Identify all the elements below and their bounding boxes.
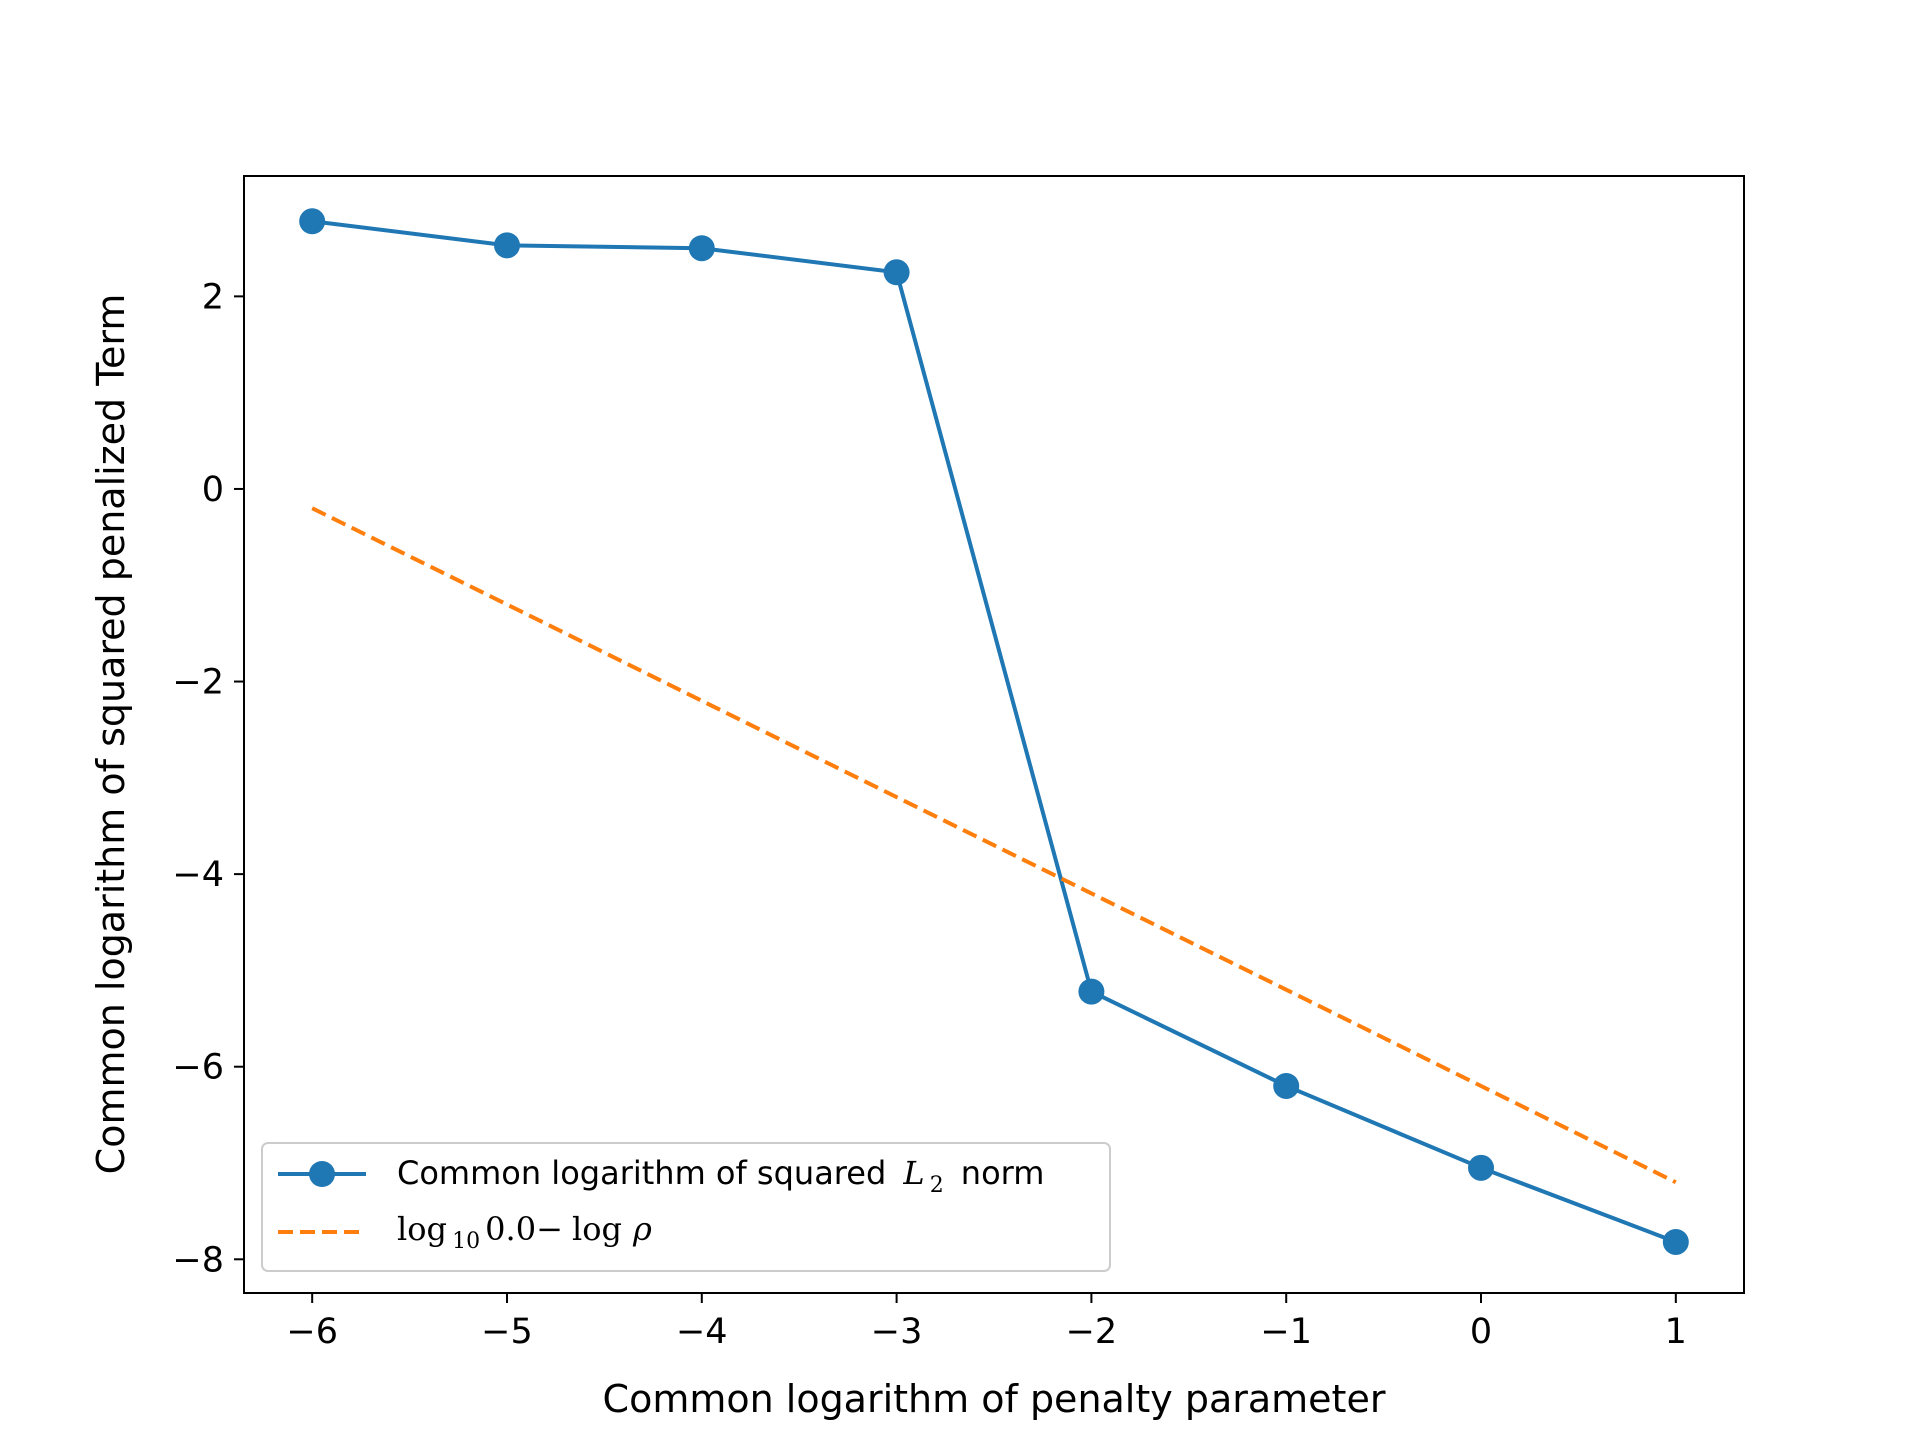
x-axis-ticks: −6 −5 −4 −3 −2 −1 0 1 (286, 1293, 1687, 1352)
x-tick-label: −3 (871, 1312, 923, 1352)
y-tick-label: 2 (202, 277, 224, 317)
legend-box (261, 1142, 1111, 1272)
x-tick-label: −4 (676, 1312, 728, 1352)
legend-label-series-1-text-after: norm (961, 1154, 1045, 1192)
y-tick-label: −2 (172, 663, 224, 703)
x-axis-label: Common logarithm of penalty parameter (603, 1377, 1386, 1421)
x-tick-label: 0 (1470, 1312, 1492, 1352)
legend-label-series-2-sub: 10 (452, 1229, 480, 1254)
legend-label-series-1-math: L (902, 1154, 924, 1192)
legend-label-series-2-rho: ρ (632, 1210, 652, 1248)
legend: Common logarithm of squared L 2 norm log… (261, 1142, 1111, 1272)
series-1-point (1468, 1154, 1495, 1181)
y-axis-ticks: 2 0 −2 −4 −6 −8 (172, 277, 244, 1280)
legend-label-series-1-sub: 2 (930, 1173, 944, 1198)
x-tick-label: −6 (286, 1312, 338, 1352)
series-1-point (493, 232, 520, 259)
y-tick-label: 0 (202, 470, 224, 510)
series-1-point (688, 235, 715, 262)
x-tick-label: −5 (481, 1312, 533, 1352)
legend-label-series-2-log: log (397, 1210, 447, 1248)
y-axis-label: Common logarithm of squared penalized Te… (89, 294, 133, 1175)
axes-frame (243, 175, 1745, 1294)
series-1-point (1078, 978, 1105, 1005)
y-tick-label: −8 (172, 1240, 224, 1280)
legend-label-series-2-log2: log (572, 1210, 622, 1248)
y-tick-label: −4 (172, 855, 224, 895)
legend-swatch-series-1-marker (309, 1161, 335, 1187)
plot-area (299, 208, 1689, 1255)
legend-label-series-2-rest: 0.0− (485, 1210, 563, 1248)
legend-label-series-2: log 10 0.0− log ρ (397, 1210, 652, 1254)
x-tick-label: −2 (1066, 1312, 1118, 1352)
legend-label-series-1: Common logarithm of squared L 2 norm (397, 1154, 1044, 1198)
series-1-point (1662, 1228, 1689, 1255)
series-2-line (311, 506, 1677, 1185)
x-tick-label: −1 (1260, 1312, 1312, 1352)
y-tick-label: −6 (172, 1048, 224, 1088)
series-1-line (311, 219, 1677, 1244)
series-1-point (299, 208, 326, 235)
series-1-point (1273, 1072, 1300, 1099)
x-tick-label: 1 (1665, 1312, 1687, 1352)
legend-label-series-1-text: Common logarithm of squared (397, 1154, 886, 1192)
series-1-point (883, 259, 910, 286)
